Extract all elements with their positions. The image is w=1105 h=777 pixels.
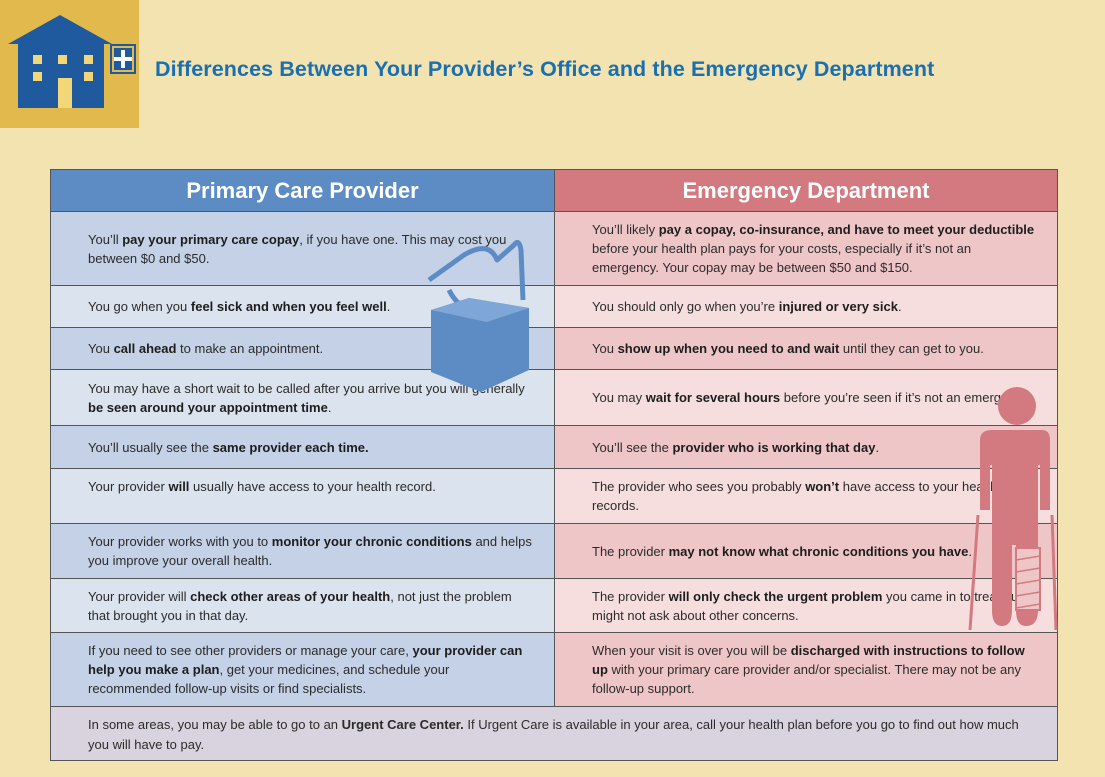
emphasis-text: won’t (805, 479, 840, 494)
table-row: Your provider will check other areas of … (51, 579, 1057, 633)
urgent-care-note: In some areas, you may be able to go to … (51, 707, 1057, 760)
emergency-cell: The provider may not know what chronic c… (555, 524, 1057, 579)
cell-text: The provider may not know what chronic c… (592, 543, 972, 559)
cell-text: You show up when you need to and wait un… (592, 341, 984, 356)
emergency-cell: The provider who sees you probably won’t… (555, 469, 1057, 524)
emphasis-text: pay your primary care copay (122, 231, 300, 247)
emphasis-text: may not know what chronic conditions you… (668, 543, 969, 559)
primary-care-cell: If you need to see other providers or ma… (51, 633, 555, 707)
primary-care-cell: You call ahead to make an appointment. (51, 328, 555, 370)
emphasis-text: same provider each time. (212, 439, 369, 455)
cell-text: You go when you feel sick and when you f… (88, 299, 391, 314)
column-header-emergency: Emergency Department (555, 170, 1057, 212)
emphasis-text: pay a copay, co-insurance, and have to m… (658, 222, 1035, 237)
cell-text: In some areas, you may be able to go to … (88, 717, 1019, 752)
cell-text: Your provider works with you to monitor … (88, 534, 532, 568)
primary-care-cell: You’ll usually see the same provider eac… (51, 426, 555, 469)
primary-care-cell: You go when you feel sick and when you f… (51, 286, 555, 328)
logo-box (0, 0, 139, 128)
table-row: If you need to see other providers or ma… (51, 633, 1057, 707)
page-title: Differences Between Your Provider’s Offi… (155, 57, 935, 81)
cell-text: You’ll usually see the same provider eac… (88, 439, 369, 455)
cell-text: The provider will only check the urgent … (592, 588, 1022, 623)
primary-care-cell: Your provider will check other areas of … (51, 579, 555, 633)
cell-text: You’ll see the provider who is working t… (592, 439, 880, 455)
emergency-cell: When your visit is over you will be disc… (555, 633, 1057, 707)
comparison-table: Primary Care Provider Emergency Departme… (50, 169, 1058, 761)
emphasis-text: will (168, 479, 190, 494)
cell-text: You may wait for several hours before yo… (592, 390, 1032, 405)
emergency-cell: You’ll likely pay a copay, co-insurance,… (555, 212, 1057, 286)
emergency-cell: You may wait for several hours before yo… (555, 370, 1057, 426)
cell-text: If you need to see other providers or ma… (88, 643, 523, 696)
table-row: Your provider will usually have access t… (51, 469, 1057, 524)
emphasis-text: your provider can help you make a plan (88, 643, 523, 677)
emphasis-text: show up when you need to and wait (617, 341, 840, 356)
cell-text: Your provider will check other areas of … (88, 588, 512, 623)
cell-text: The provider who sees you probably won’t… (592, 479, 998, 513)
cell-text: When your visit is over you will be disc… (592, 643, 1025, 696)
emphasis-text: call ahead (113, 341, 177, 356)
table-row: You’ll usually see the same provider eac… (51, 426, 1057, 469)
emergency-cell: You’ll see the provider who is working t… (555, 426, 1057, 469)
emphasis-text: wait for several hours (645, 390, 781, 405)
cell-text: You may have a short wait to be called a… (88, 380, 525, 415)
table-row: You’ll pay your primary care copay, if y… (51, 212, 1057, 286)
emphasis-text: monitor your chronic conditions (271, 534, 472, 549)
emphasis-text: discharged with instructions to follow u… (592, 643, 1025, 677)
emphasis-text: Urgent Care Center. (341, 717, 464, 732)
cell-text: You call ahead to make an appointment. (88, 341, 324, 356)
primary-care-cell: Your provider works with you to monitor … (51, 524, 555, 579)
table-row: You may have a short wait to be called a… (51, 370, 1057, 426)
cell-text: You’ll pay your primary care copay, if y… (88, 231, 507, 266)
emphasis-text: check other areas of your health (190, 588, 391, 604)
table-row: Your provider works with you to monitor … (51, 524, 1057, 579)
emphasis-text: will only check the urgent problem (668, 588, 883, 604)
emphasis-text: injured or very sick (778, 299, 898, 314)
table-row: You call ahead to make an appointment. Y… (51, 328, 1057, 370)
column-header-primary-care: Primary Care Provider (51, 170, 555, 212)
emergency-cell: You show up when you need to and wait un… (555, 328, 1057, 370)
emphasis-text: feel sick and when you feel well (190, 299, 387, 314)
cell-text: You should only go when you’re injured o… (592, 299, 902, 314)
primary-care-cell: Your provider will usually have access t… (51, 469, 555, 524)
primary-care-cell: You may have a short wait to be called a… (51, 370, 555, 426)
emphasis-text: be seen around your appointment time (88, 399, 328, 415)
cell-text: Your provider will usually have access t… (88, 479, 436, 494)
primary-care-cell: You’ll pay your primary care copay, if y… (51, 212, 555, 286)
cell-text: You’ll likely pay a copay, co-insurance,… (592, 222, 1035, 275)
emergency-cell: The provider will only check the urgent … (555, 579, 1057, 633)
emergency-cell: You should only go when you’re injured o… (555, 286, 1057, 328)
table-row: You go when you feel sick and when you f… (51, 286, 1057, 328)
building-icon (8, 15, 136, 108)
emphasis-text: provider who is working that day (672, 439, 876, 455)
table-header-row: Primary Care Provider Emergency Departme… (51, 170, 1057, 212)
